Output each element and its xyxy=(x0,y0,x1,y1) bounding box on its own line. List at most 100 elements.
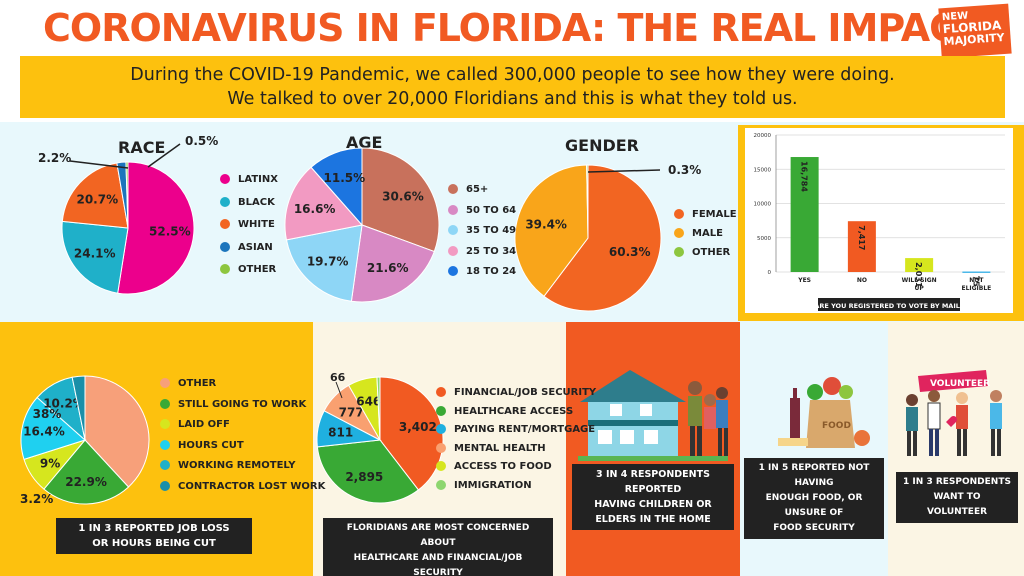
page-title: CORONAVIRUS IN FLORIDA: THE REAL IMPACT xyxy=(43,6,982,50)
vote-ytick-label: 15000 xyxy=(754,167,772,173)
age-slice-label-1: 21.6% xyxy=(367,261,409,275)
age-slice-3 xyxy=(284,166,363,241)
race-legend-label: WHITE xyxy=(238,219,275,230)
job-legend-swatch xyxy=(160,480,170,491)
volunteer-caption: 1 IN 3 RESPONDENTS WANT TO VOLUNTEER xyxy=(896,472,1018,523)
concerns-legend-swatch xyxy=(436,405,446,416)
volunteer-sign-label: VOLUNTEER xyxy=(930,379,990,389)
concerns-legend-item: ACCESS TO FOOD xyxy=(436,461,552,472)
race-legend-label: BLACK xyxy=(238,196,275,208)
job-legend-item: STILL GOING TO WORK xyxy=(160,398,306,410)
gender-slice-1 xyxy=(514,164,589,297)
age-legend-item: 65+ xyxy=(448,184,488,195)
vote-xlabel-background xyxy=(818,298,960,311)
race-slice-label-0: 52.5% xyxy=(149,224,191,238)
race-other-label: 0.5% xyxy=(185,134,219,148)
race-asian-leader xyxy=(69,160,129,169)
race-other-leader xyxy=(147,143,181,168)
volunteer-illustration: VOLUNTEER xyxy=(906,370,1002,456)
age-legend-label: 50 TO 64 xyxy=(466,204,517,216)
job-legend-label: WORKING REMOTELY xyxy=(178,460,296,471)
job-slice-5 xyxy=(71,375,86,441)
food-bag-label: FOOD xyxy=(822,421,851,431)
job-slice-1 xyxy=(43,439,130,505)
age-legend-item: 35 TO 49 xyxy=(448,225,516,236)
race-slice-1 xyxy=(61,220,129,294)
intro-line-1: During the COVID-19 Pandemic, we called … xyxy=(130,65,895,85)
job-slice-label-0: 38% xyxy=(33,407,62,421)
house-illustration xyxy=(578,370,728,461)
vote-category-label: YES xyxy=(797,277,811,284)
job-legend-label: HOURS CUT xyxy=(178,439,244,451)
concerns-slice-5 xyxy=(376,376,381,441)
food-caption: 1 IN 5 REPORTED NOT HAVING ENOUGH FOOD, O… xyxy=(744,458,884,539)
vote-category-label: WILL SIGN xyxy=(902,277,937,284)
gender-legend-item: MALE xyxy=(674,228,723,239)
concerns-slice-0 xyxy=(379,376,444,491)
concerns-slice-label-0: 3,402 xyxy=(399,420,437,434)
concerns-legend-label: MENTAL HEALTH xyxy=(454,442,546,454)
gender-legend-label: OTHER xyxy=(692,247,731,258)
age-slice-label-0: 30.6% xyxy=(382,189,424,203)
concerns-legend-item: IMMIGRATION xyxy=(436,479,532,491)
gender-legend-swatch xyxy=(674,247,684,257)
age-legend-label: 18 TO 24 xyxy=(466,266,517,277)
intro-banner: During the COVID-19 Pandemic, we called … xyxy=(20,56,1005,118)
age-legend-swatch xyxy=(448,266,458,276)
concerns-legend-item: FINANCIAL/JOB SECURITY xyxy=(436,387,596,398)
job-legend-item: WORKING REMOTELY xyxy=(160,460,295,471)
age-legend-swatch xyxy=(448,184,458,194)
gender-legend-label: MALE xyxy=(692,228,723,239)
gender-slice-label-0: 60.3% xyxy=(609,245,651,259)
age-slice-0 xyxy=(361,147,440,253)
race-legend-swatch xyxy=(220,264,230,274)
race-slice-0 xyxy=(117,161,195,295)
age-slice-label-3: 16.6% xyxy=(294,202,336,216)
job-slice-label-3: 16.4% xyxy=(23,424,65,438)
vote-bar xyxy=(847,221,876,272)
job-legend-item: HOURS CUT xyxy=(160,439,244,451)
concerns-legend-swatch xyxy=(436,424,446,434)
vote-ytick-label: 5000 xyxy=(757,236,771,242)
vote-by-mail-chart-area xyxy=(745,128,1013,313)
age-legend-label: 65+ xyxy=(466,184,489,195)
vote-category-label: ELIGIBLE xyxy=(961,285,991,292)
job-slice-label-2: 9% xyxy=(40,456,60,470)
vote-bar-value-label: 75 xyxy=(971,275,980,287)
race-legend-label: OTHER xyxy=(238,264,277,275)
gender-other-label: 0.3% xyxy=(668,163,702,177)
job-legend-swatch xyxy=(160,398,170,409)
job-slice-label-4: 10.2% xyxy=(43,397,85,411)
race-legend-item: OTHER xyxy=(220,264,276,275)
race-legend-label: ASIAN xyxy=(238,241,273,253)
concerns-legend-label: ACCESS TO FOOD xyxy=(454,461,552,472)
age-legend-item: 50 TO 64 xyxy=(448,204,517,216)
concerns-legend-swatch xyxy=(436,387,446,397)
job-legend-item: LAID OFF xyxy=(160,419,230,430)
age-legend-swatch xyxy=(448,245,458,256)
race-asian-label: 2.2% xyxy=(38,151,72,165)
job-legend-swatch xyxy=(160,460,170,470)
vote-ytick-label: 20000 xyxy=(754,133,772,139)
age-legend-label: 35 TO 49 xyxy=(466,225,517,236)
race-legend-label: LATINX xyxy=(238,174,278,185)
age-legend-swatch xyxy=(448,225,458,235)
age-legend-item: 18 TO 24 xyxy=(448,266,516,277)
vote-category-label: NOT xyxy=(969,277,984,284)
race-legend-swatch xyxy=(220,219,230,229)
gender-legend-swatch xyxy=(674,209,684,219)
job-slice-label-1: 22.9% xyxy=(65,475,107,489)
job-legend-label: CONTRACTOR LOST WORK xyxy=(178,480,326,492)
vote-xlabel: ARE YOU REGISTERED TO VOTE BY MAIL? xyxy=(814,302,964,310)
age-title: AGE xyxy=(346,133,383,152)
gender-legend-label: FEMALE xyxy=(692,209,737,220)
vote-ytick-label: 10000 xyxy=(754,202,772,208)
children-caption: 3 IN 4 RESPONDENTS REPORTED HAVING CHILDR… xyxy=(572,464,734,530)
gender-slice-2 xyxy=(586,164,589,239)
race-slice-label-2: 20.7% xyxy=(76,192,118,206)
gender-legend-item: FEMALE xyxy=(674,209,737,220)
job-caption: 1 IN 3 REPORTED JOB LOSS OR HOURS BEING C… xyxy=(56,518,252,554)
age-slice-label-4: 11.5% xyxy=(324,171,366,185)
age-legend-label: 25 TO 34 xyxy=(466,245,517,257)
